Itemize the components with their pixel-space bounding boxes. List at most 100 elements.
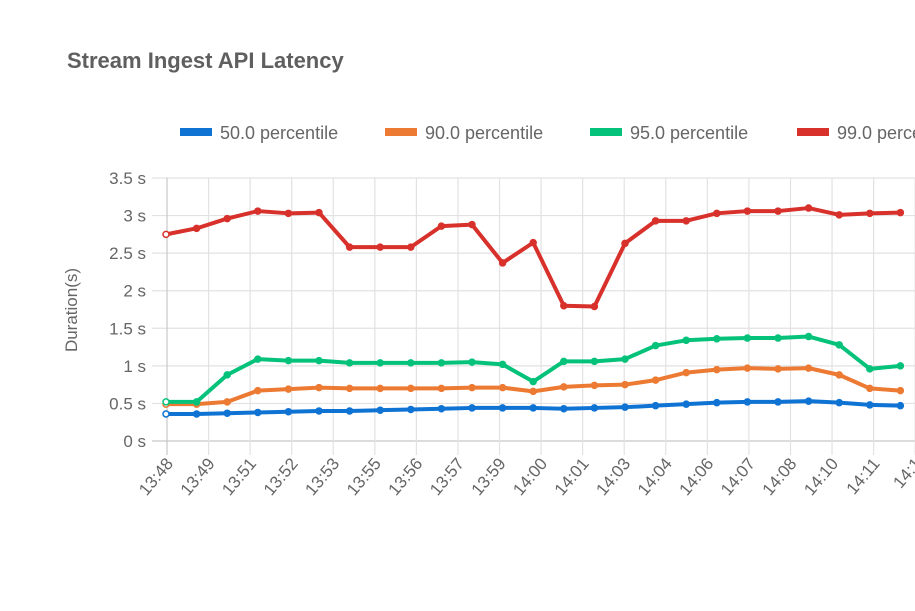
legend-item[interactable]: 50.0 percentile bbox=[180, 123, 338, 143]
data-point[interactable] bbox=[407, 405, 415, 414]
data-point[interactable] bbox=[529, 404, 537, 412]
data-point[interactable] bbox=[804, 204, 813, 212]
data-point[interactable] bbox=[866, 401, 874, 409]
data-point[interactable] bbox=[621, 380, 629, 389]
data-point[interactable] bbox=[682, 368, 690, 377]
data-point[interactable] bbox=[651, 376, 660, 384]
data-point[interactable] bbox=[192, 224, 201, 233]
data-point[interactable] bbox=[651, 401, 660, 410]
data-point[interactable] bbox=[529, 387, 537, 396]
data-point[interactable] bbox=[590, 357, 599, 366]
data-point[interactable] bbox=[896, 401, 905, 410]
data-point[interactable] bbox=[896, 208, 905, 217]
data-point[interactable] bbox=[468, 383, 476, 392]
data-point[interactable] bbox=[315, 407, 323, 415]
data-point[interactable] bbox=[498, 404, 507, 412]
data-point[interactable] bbox=[345, 384, 354, 393]
data-point[interactable] bbox=[682, 217, 690, 225]
data-point[interactable] bbox=[896, 386, 905, 395]
data-point[interactable] bbox=[560, 301, 568, 310]
data-point[interactable] bbox=[315, 208, 323, 217]
data-point[interactable] bbox=[376, 406, 384, 414]
data-point[interactable] bbox=[774, 207, 782, 215]
data-point[interactable] bbox=[162, 398, 170, 406]
data-point[interactable] bbox=[223, 398, 231, 406]
data-point[interactable] bbox=[407, 243, 415, 251]
data-point[interactable] bbox=[315, 356, 323, 365]
data-point[interactable] bbox=[407, 384, 415, 393]
data-point[interactable] bbox=[651, 341, 660, 350]
data-point[interactable] bbox=[223, 409, 231, 417]
data-point[interactable] bbox=[560, 357, 568, 366]
legend-item[interactable]: 95.0 percentile bbox=[590, 123, 748, 143]
data-point[interactable] bbox=[866, 384, 874, 393]
data-point[interactable] bbox=[192, 398, 201, 406]
data-point[interactable] bbox=[468, 220, 476, 229]
data-point[interactable] bbox=[743, 207, 752, 215]
data-point[interactable] bbox=[162, 410, 170, 418]
data-point[interactable] bbox=[345, 359, 354, 367]
data-point[interactable] bbox=[437, 404, 446, 413]
data-point[interactable] bbox=[498, 360, 507, 369]
data-point[interactable] bbox=[437, 384, 446, 393]
data-point[interactable] bbox=[468, 358, 476, 366]
data-point[interactable] bbox=[835, 211, 843, 219]
data-point[interactable] bbox=[223, 371, 231, 379]
data-point[interactable] bbox=[376, 243, 384, 251]
data-point[interactable] bbox=[713, 209, 721, 218]
data-point[interactable] bbox=[682, 400, 690, 408]
data-point[interactable] bbox=[743, 334, 752, 342]
data-point[interactable] bbox=[254, 386, 262, 395]
data-point[interactable] bbox=[621, 239, 629, 248]
data-point[interactable] bbox=[284, 209, 293, 218]
data-point[interactable] bbox=[498, 383, 507, 392]
data-point[interactable] bbox=[743, 364, 752, 372]
data-point[interactable] bbox=[407, 359, 415, 367]
data-point[interactable] bbox=[284, 356, 293, 365]
data-point[interactable] bbox=[254, 207, 262, 215]
data-point[interactable] bbox=[560, 383, 568, 391]
data-point[interactable] bbox=[437, 222, 446, 230]
data-point[interactable] bbox=[835, 341, 843, 349]
data-point[interactable] bbox=[835, 398, 843, 407]
data-point[interactable] bbox=[713, 365, 721, 374]
data-point[interactable] bbox=[774, 398, 782, 406]
data-point[interactable] bbox=[590, 381, 599, 390]
data-point[interactable] bbox=[254, 408, 262, 417]
data-point[interactable] bbox=[192, 410, 201, 418]
data-point[interactable] bbox=[254, 355, 262, 363]
data-point[interactable] bbox=[529, 377, 537, 386]
data-point[interactable] bbox=[529, 238, 537, 247]
legend-item[interactable]: 99.0 percentile bbox=[797, 123, 915, 143]
data-point[interactable] bbox=[284, 385, 293, 393]
data-point[interactable] bbox=[866, 209, 874, 218]
data-point[interactable] bbox=[345, 243, 354, 251]
legend-item[interactable]: 90.0 percentile bbox=[385, 123, 543, 143]
data-point[interactable] bbox=[315, 383, 323, 392]
data-point[interactable] bbox=[713, 398, 721, 407]
data-point[interactable] bbox=[713, 335, 721, 343]
data-point[interactable] bbox=[682, 336, 690, 345]
data-point[interactable] bbox=[590, 404, 599, 412]
data-point[interactable] bbox=[376, 359, 384, 367]
data-point[interactable] bbox=[468, 404, 476, 412]
data-point[interactable] bbox=[621, 355, 629, 363]
data-point[interactable] bbox=[835, 371, 843, 379]
data-point[interactable] bbox=[621, 403, 629, 411]
data-point[interactable] bbox=[804, 397, 813, 405]
data-point[interactable] bbox=[223, 214, 231, 223]
data-point[interactable] bbox=[743, 398, 752, 406]
data-point[interactable] bbox=[284, 407, 293, 416]
data-point[interactable] bbox=[498, 259, 507, 267]
data-point[interactable] bbox=[804, 364, 813, 372]
data-point[interactable] bbox=[866, 365, 874, 373]
data-point[interactable] bbox=[774, 334, 782, 342]
data-point[interactable] bbox=[774, 365, 782, 373]
data-point[interactable] bbox=[560, 404, 568, 413]
data-point[interactable] bbox=[345, 407, 354, 415]
data-point[interactable] bbox=[162, 230, 170, 239]
data-point[interactable] bbox=[376, 384, 384, 393]
data-point[interactable] bbox=[896, 362, 905, 370]
data-point[interactable] bbox=[804, 332, 813, 341]
data-point[interactable] bbox=[651, 217, 660, 225]
